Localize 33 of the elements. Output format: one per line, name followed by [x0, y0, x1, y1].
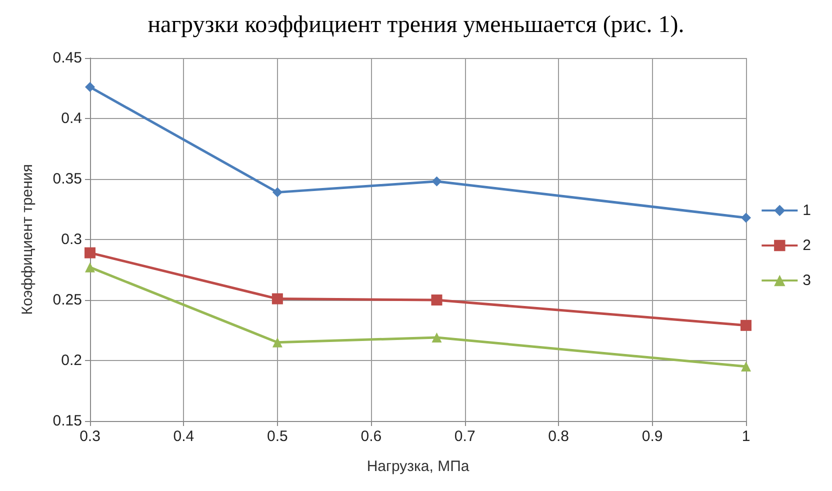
point [85, 82, 95, 92]
point [431, 294, 442, 306]
legend-label: 1 [802, 202, 811, 219]
point [741, 362, 751, 372]
y-tick-label: 0.3 [61, 231, 82, 248]
x-tick-label: 1 [742, 428, 750, 445]
point [272, 293, 283, 304]
text: нагрузки коэффициент трения уменьшается (рис. 1). [148, 12, 684, 38]
point [740, 320, 752, 331]
x-axis-title: Нагрузка, МПа [366, 458, 470, 475]
y-axis-title: Коэффициент трения [19, 164, 36, 315]
point [432, 332, 442, 343]
y-tick-label: 0.25 [52, 292, 82, 308]
x-tick-label: 0.9 [642, 428, 663, 445]
legend-label: 2 [802, 237, 811, 254]
x-tick-label: 0.8 [548, 428, 569, 445]
y-tick-label: 0.4 [61, 110, 82, 127]
point [272, 187, 282, 198]
x-tick-label: 0.7 [454, 428, 476, 445]
point [85, 262, 95, 272]
point [432, 176, 442, 186]
point [272, 337, 282, 348]
legend-label: 3 [802, 272, 811, 289]
point [741, 212, 751, 223]
y-tick-label: 0.15 [52, 412, 82, 430]
y-tick-label: 0.45 [52, 50, 82, 66]
x-tick-label: 0.6 [360, 428, 382, 445]
y-tick-label: 0.2 [61, 352, 82, 369]
x-tick-label: 0.4 [173, 428, 194, 445]
y-tick-label: 0.35 [52, 170, 82, 188]
x-tick-label: 0.5 [267, 428, 288, 445]
x-tick-label: 0.3 [80, 428, 100, 445]
point [84, 247, 96, 258]
